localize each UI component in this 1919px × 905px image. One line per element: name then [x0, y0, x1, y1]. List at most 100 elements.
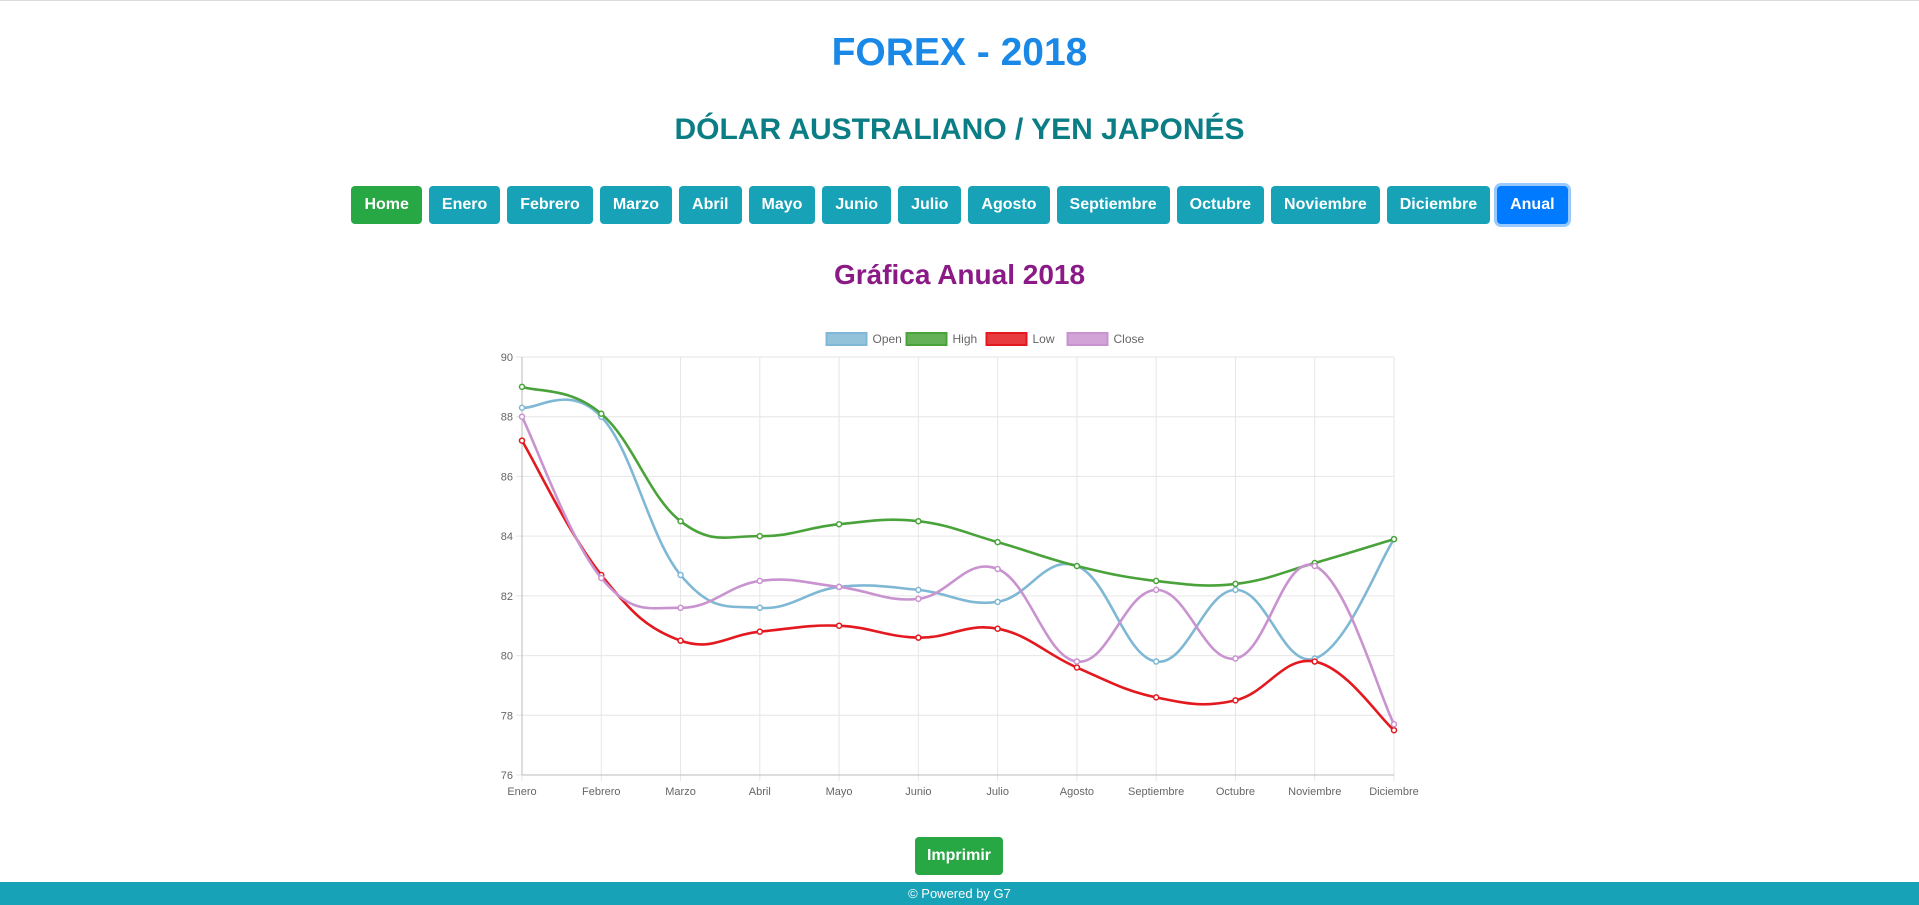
y-tick-label: 90: [501, 352, 513, 364]
x-tick-label: Octubre: [1216, 786, 1255, 798]
nav-abril-button[interactable]: Abril: [679, 186, 742, 224]
data-point-open: [677, 571, 684, 579]
data-point-close: [1390, 720, 1398, 728]
data-point-open: [518, 404, 526, 412]
y-tick-label: 80: [501, 651, 513, 663]
legend-label-close: Close: [1114, 332, 1145, 346]
footer: © Powered by G7: [0, 882, 1919, 905]
month-navigation: Home Enero Febrero Marzo Abril Mayo Juni…: [0, 186, 1919, 224]
data-point-open: [756, 604, 764, 612]
nav-octubre-button[interactable]: Octubre: [1176, 186, 1265, 224]
data-point-low: [677, 637, 684, 644]
data-point-low: [1152, 694, 1160, 701]
data-point-high: [915, 517, 922, 525]
data-point-low: [518, 437, 526, 444]
series-line-close: [520, 416, 1396, 725]
legend-label-low: Low: [1033, 332, 1055, 346]
y-tick-label: 82: [501, 591, 513, 603]
print-button[interactable]: Imprimir: [915, 837, 1003, 875]
x-tick-label: Noviembre: [1288, 786, 1341, 798]
legend-swatch-open: [825, 332, 868, 346]
nav-anual-button[interactable]: Anual: [1497, 186, 1568, 224]
data-point-close: [915, 595, 922, 603]
data-point-low: [1390, 726, 1398, 734]
data-point-low: [835, 622, 843, 629]
data-point-low: [994, 625, 1001, 632]
x-tick-label: Marzo: [665, 786, 696, 798]
nav-julio-button[interactable]: Julio: [898, 186, 962, 224]
nav-noviembre-button[interactable]: Noviembre: [1271, 186, 1380, 224]
data-point-high: [518, 383, 526, 391]
series-line-open: [521, 398, 1396, 663]
nav-diciembre-button[interactable]: Diciembre: [1386, 186, 1491, 224]
nav-enero-button[interactable]: Enero: [428, 186, 501, 224]
nav-junio-button[interactable]: Junio: [822, 186, 892, 224]
data-point-close: [1073, 658, 1081, 665]
page-title: FOREX - 2018: [831, 31, 1088, 74]
series-line-high: [521, 385, 1395, 587]
data-point-open: [1152, 658, 1160, 665]
legend-label-high: High: [953, 332, 978, 346]
data-point-high: [1152, 577, 1160, 585]
data-point-high: [598, 410, 605, 417]
data-point-close: [994, 565, 1001, 573]
data-point-low: [1311, 658, 1318, 665]
nav-mayo-button[interactable]: Mayo: [748, 186, 816, 224]
data-point-low: [1073, 664, 1081, 671]
x-tick-label: Agosto: [1060, 786, 1094, 798]
data-point-high: [1232, 580, 1239, 588]
legend-swatch-low: [985, 332, 1028, 346]
data-point-low: [598, 571, 605, 579]
data-point-open: [598, 413, 605, 420]
data-point-close: [518, 413, 526, 420]
data-point-high: [677, 517, 684, 525]
data-point-open: [994, 598, 1001, 606]
data-point-close: [835, 583, 843, 591]
legend-label-open: Open: [873, 332, 902, 346]
x-tick-label: Enero: [507, 786, 536, 798]
x-tick-label: Julio: [986, 786, 1009, 798]
data-point-high: [1311, 559, 1318, 567]
nav-home-button[interactable]: Home: [351, 186, 422, 224]
legend-swatch-close: [1066, 332, 1109, 346]
data-point-high: [835, 520, 843, 528]
data-point-low: [1232, 697, 1239, 704]
data-point-close: [1232, 655, 1239, 662]
y-tick-label: 86: [501, 471, 513, 483]
y-tick-label: 84: [501, 531, 513, 543]
y-tick-label: 76: [501, 770, 513, 782]
x-tick-label: Abril: [749, 786, 771, 798]
x-tick-label: Septiembre: [1128, 786, 1184, 798]
nav-febrero-button[interactable]: Febrero: [507, 186, 593, 224]
data-point-open: [915, 586, 922, 594]
nav-agosto-button[interactable]: Agosto: [968, 186, 1050, 224]
data-point-high: [756, 532, 764, 540]
currency-pair-subtitle: DÓLAR AUSTRALIANO / YEN JAPONÉS: [674, 113, 1245, 146]
data-point-open: [1232, 586, 1239, 594]
nav-septiembre-button[interactable]: Septiembre: [1056, 186, 1170, 224]
y-tick-label: 78: [501, 710, 513, 722]
series-line-low: [520, 439, 1395, 732]
y-tick-label: 88: [501, 412, 513, 424]
data-point-open: [1073, 562, 1081, 570]
data-point-open: [1311, 655, 1318, 662]
data-point-high: [994, 538, 1001, 546]
legend-swatch-high: [905, 332, 948, 346]
x-tick-label: Diciembre: [1369, 786, 1419, 798]
data-point-close: [598, 574, 605, 582]
data-point-close: [756, 577, 764, 585]
chart-title: Gráfica Anual 2018: [833, 259, 1086, 290]
data-point-high: [1073, 562, 1081, 570]
data-point-high: [1390, 535, 1398, 543]
data-point-low: [915, 634, 922, 641]
data-point-open: [1390, 535, 1398, 543]
data-point-low: [756, 628, 764, 635]
nav-marzo-button[interactable]: Marzo: [599, 186, 673, 224]
data-point-open: [835, 583, 843, 591]
x-tick-label: Junio: [905, 786, 931, 798]
x-tick-label: Mayo: [826, 786, 853, 798]
data-point-close: [677, 604, 684, 612]
x-tick-label: Febrero: [582, 786, 621, 798]
data-point-close: [1311, 562, 1318, 570]
data-point-close: [1152, 586, 1160, 594]
